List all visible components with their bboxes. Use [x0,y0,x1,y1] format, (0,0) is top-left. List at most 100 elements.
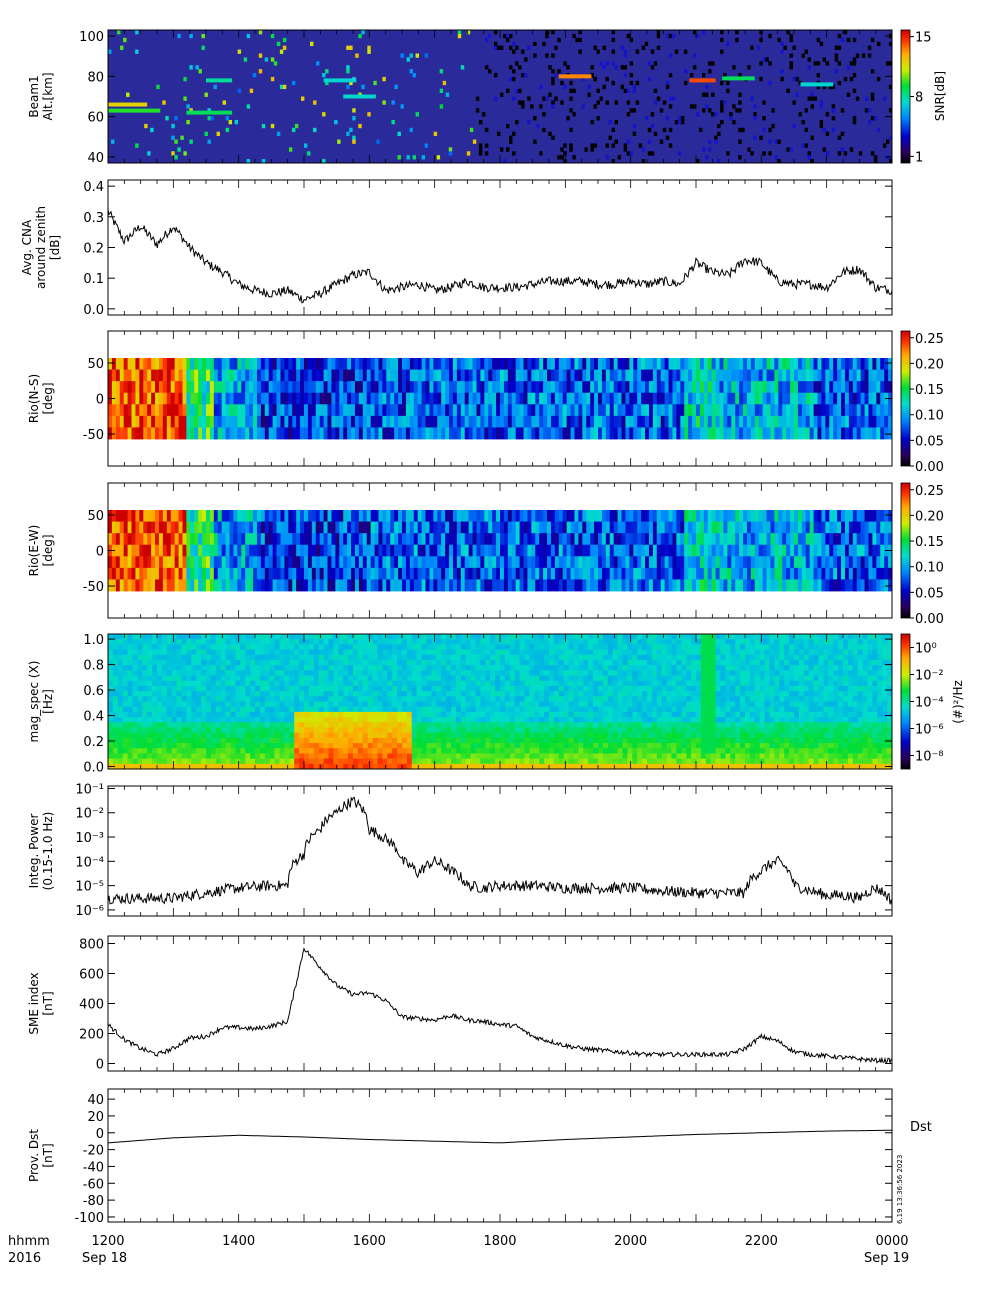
heatmap-cell [817,404,822,417]
heatmap-cell [319,392,324,405]
heatmap-cell [235,711,241,718]
heatmap-cell [650,65,655,70]
heatmap-cell [142,758,148,765]
heatmap-cell [358,427,364,440]
heatmap-cell [115,533,121,546]
heatmap-cell [402,392,407,405]
heatmap-cell [456,392,462,405]
heatmap-cell [566,533,571,546]
heatmap-cell [707,510,713,522]
heatmap-cell [660,404,666,417]
heatmap-cell [550,427,556,440]
heatmap-cell [632,131,637,137]
heatmap-cell [115,567,121,580]
heatmap-cell [782,579,787,592]
heatmap-cell [137,706,143,713]
heatmap-cell [245,381,250,394]
heatmap-cell [139,521,144,534]
heatmap-cell [377,665,383,671]
heatmap-cell [215,644,222,650]
heatmap-cell [402,427,407,440]
heatmap-cell [279,680,285,687]
heatmap-cell [511,533,517,546]
heatmap-cell [308,737,315,744]
heatmap-cell [437,381,442,394]
heatmap-cell [353,659,359,666]
heatmap-cell [882,143,887,148]
heatmap-cell [868,579,873,592]
heatmap-cell [831,127,836,133]
heatmap-cell [237,567,242,580]
heatmap-cell [590,143,594,148]
heatmap-cell [511,427,517,440]
heatmap-cell [230,675,236,682]
heatmap-cell [245,579,250,592]
heatmap-cell [574,381,579,394]
heatmap-cell [735,415,740,428]
heatmap-cell [166,717,173,723]
heatmap-cell [346,69,350,74]
heatmap-cell [703,579,709,592]
heatmap-cell [476,579,481,592]
heatmap-cell [176,732,182,739]
heatmap-cell [429,567,434,580]
heatmap-cell [746,358,752,370]
heatmap-cell [484,127,489,133]
heatmap-cell [382,404,387,417]
heatmap-cell [132,659,138,666]
y-tick-label: 40 [87,151,104,166]
heatmap-cell [372,644,378,650]
heatmap-cell [645,544,650,557]
heatmap-cell [260,579,266,592]
heatmap-cell [378,415,383,428]
heatmap-cell [668,127,673,133]
heatmap-cell [191,748,197,754]
heatmap-cell [656,392,662,405]
heatmap-cell [782,415,787,428]
heatmap-cell [441,427,446,440]
heatmap-cell [795,76,799,82]
heatmap-cell [511,521,517,534]
heatmap-cell [249,392,254,405]
heatmap-cell [449,556,454,569]
heatmap-cell [155,556,160,569]
heatmap-cell [108,579,113,592]
heatmap-cell [351,358,356,370]
heatmap-cell [367,49,371,54]
heatmap-cell [770,358,775,370]
heatmap-cell [162,544,168,557]
heatmap-cell [856,427,862,440]
heatmap-cell [139,579,144,592]
heatmap-cell [135,143,139,148]
heatmap-cell [797,521,803,534]
heatmap-cell [190,381,195,394]
heatmap-cell [688,579,693,592]
heatmap-cell [629,510,634,522]
heatmap-cell [801,556,807,569]
heatmap-cell [676,544,681,557]
heatmap-cell [279,758,285,765]
heatmap-cell [848,381,854,394]
heatmap-cell [720,37,724,43]
heatmap-cell [441,415,446,428]
heatmap-cell [343,659,349,666]
heatmap-cell [353,685,359,692]
heatmap-cell [696,544,701,557]
heatmap-cell [386,533,391,546]
heatmap-cell [270,76,275,82]
heatmap-cell [151,404,156,417]
heatmap-cell [464,369,470,382]
heatmap-cell [880,415,885,428]
heatmap-cell [274,644,280,650]
heatmap-cell [304,711,310,718]
heatmap-cell [292,381,297,394]
heatmap-cell [245,753,251,760]
heatmap-cell [765,57,769,62]
heatmap-cell [421,358,426,370]
heatmap-cell [496,404,501,417]
heatmap-cell [264,381,270,394]
heatmap-cell [492,427,497,440]
heatmap-cell [496,556,501,569]
heatmap-cell [171,135,175,140]
